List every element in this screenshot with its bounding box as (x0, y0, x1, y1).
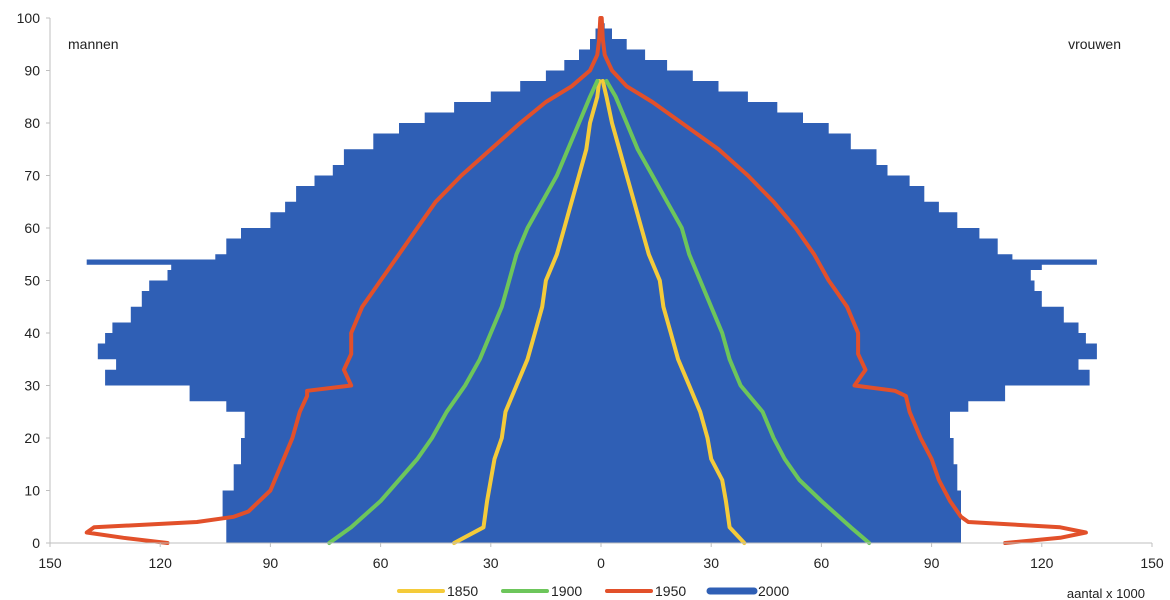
x-tick-label: 150 (38, 555, 62, 571)
y-tick-label: 50 (24, 273, 40, 289)
axis-layer: 0 10 20 30 40 50 60 70 80 90 100 150 120 90 60 30 0 30 60 9… (17, 10, 1164, 571)
series-1900-women-line (604, 79, 872, 545)
y-tick-label: 60 (24, 220, 40, 236)
legend-item-1900: 1900 (501, 583, 582, 599)
series-2000 (86, 18, 1097, 543)
legend-item-1850: 1850 (397, 583, 478, 599)
legend-label: 1950 (655, 583, 686, 599)
y-tick-label: 100 (17, 10, 41, 26)
series-1850 (452, 79, 747, 545)
y-tick-label: 30 (24, 378, 40, 394)
x-tick-label: 120 (1030, 555, 1054, 571)
x-tick-label: 90 (924, 555, 940, 571)
legend-label: 1900 (551, 583, 582, 599)
series-1850-women-line (600, 79, 747, 545)
left-side-label: mannen (68, 36, 119, 52)
series-1900-men-line (327, 79, 600, 545)
x-tick-label: 0 (597, 555, 605, 571)
y-tick-label: 10 (24, 483, 40, 499)
legend-item-1950: 1950 (605, 583, 686, 599)
x-tick-label: 30 (703, 555, 719, 571)
series-1950-men-line (84, 16, 603, 545)
right-side-label: vrouwen (1068, 36, 1121, 52)
series-1950-women-line (599, 16, 1088, 545)
series-1950 (84, 16, 1088, 545)
y-tick-label: 80 (24, 115, 40, 131)
x-axis-unit-label: aantal x 1000 (1067, 586, 1145, 600)
series-2000-area (86, 18, 1097, 543)
y-tick-label: 0 (32, 535, 40, 551)
legend-label: 1850 (447, 583, 478, 599)
y-tick-label: 70 (24, 168, 40, 184)
legend-item-2000: 2000 (706, 583, 789, 599)
x-tick-label: 30 (483, 555, 499, 571)
series-layer (84, 16, 1097, 545)
legend-label: 2000 (758, 583, 789, 599)
x-tick-label: 90 (263, 555, 279, 571)
y-tick-label: 20 (24, 430, 40, 446)
series-1900 (327, 79, 872, 545)
legend: 1850 1900 1950 2000 (397, 583, 789, 599)
x-tick-label: 120 (149, 555, 173, 571)
x-tick-label: 60 (373, 555, 389, 571)
y-tick-label: 40 (24, 325, 40, 341)
y-tick-label: 90 (24, 63, 40, 79)
series-1850-men-line (452, 79, 602, 545)
x-tick-label: 60 (814, 555, 830, 571)
x-tick-label: 150 (1140, 555, 1164, 571)
